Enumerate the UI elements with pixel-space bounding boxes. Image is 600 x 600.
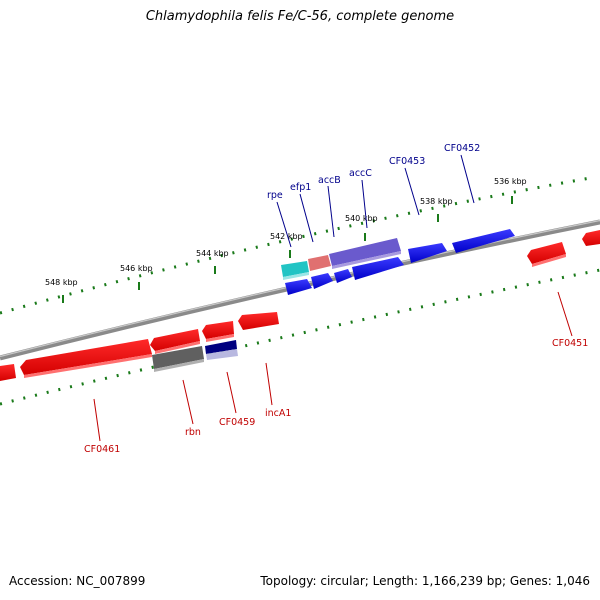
label-CF0451: CF0451 [552,338,588,349]
scale-label-544: 544 kbp [196,249,229,258]
gene-fwd-1[interactable] [285,279,312,295]
label-efp1: efp1 [290,182,311,193]
map-title: Chlamydophila felis Fe/C-56, complete ge… [145,9,455,24]
reverse-genes [0,312,279,381]
gene-rbn[interactable] [152,346,204,369]
label-accB: accB [318,175,341,186]
gene-rev-1[interactable] [150,329,200,351]
label-leaders [93,154,573,442]
gene-rev-2[interactable] [202,321,234,339]
label-CF0452: CF0452 [444,143,480,154]
label-incA1: incA1 [265,408,291,419]
inner-tick-ring [0,268,600,406]
major-ticks [62,196,513,303]
scale-label-548: 548 kbp [45,278,78,287]
forward-genes-lower [285,257,404,295]
label-rpe: rpe [267,190,283,201]
gene-fwd-2[interactable] [311,273,333,289]
gene-CF0453[interactable] [408,243,447,263]
scale-label-540: 540 kbp [345,214,378,223]
scale-label-536: 536 kbp [494,177,527,186]
genome-summary-text: Topology: circular; Length: 1,166,239 bp… [260,574,590,588]
gene-efp1[interactable] [308,255,331,271]
label-CF0461: CF0461 [84,444,120,455]
gene-CF0452[interactable] [452,229,515,253]
accession-text: Accession: NC_007899 [9,574,146,588]
gene-right-edge[interactable] [582,230,600,246]
scale-label-546: 546 kbp [120,264,153,273]
gene-CF0461[interactable] [20,339,152,375]
label-CF0459: CF0459 [219,417,255,428]
gene-fwd-3[interactable] [334,269,352,283]
label-CF0453: CF0453 [389,156,425,167]
forward-genes-upper [281,229,515,280]
gene-CF0451[interactable] [527,242,566,264]
gene-incA1[interactable] [238,312,279,330]
scale-label-542: 542 kbp [270,232,303,241]
gene-accB[interactable] [329,238,401,266]
gene-rpe[interactable] [281,261,309,277]
gene-left-edge[interactable] [0,364,16,381]
label-rbn: rbn [185,427,201,438]
gene-fwd-4[interactable] [352,257,404,280]
scale-label-538: 538 kbp [420,197,453,206]
label-accC: accC [349,168,372,179]
gene-CF0459[interactable] [205,340,237,354]
